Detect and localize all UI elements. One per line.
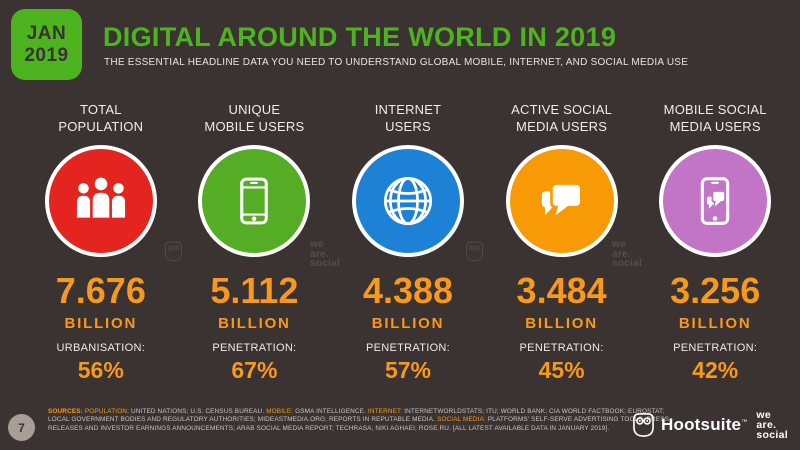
stat-label: ACTIVE SOCIAL MEDIA USERS <box>511 102 613 134</box>
people-icon <box>76 177 125 218</box>
phone-chat-icon <box>700 177 730 225</box>
metric-label: URBANISATION: <box>56 342 146 354</box>
stat-column-total-population: TOTAL POPULATION 7.676 BILLION URBA <box>24 102 178 384</box>
smartphone-icon <box>240 177 269 225</box>
sources-note: SOURCES: POPULATION: UNITED NATIONS; U.S… <box>48 408 670 433</box>
stat-label: MOBILE SOCIAL MEDIA USERS <box>663 102 767 134</box>
chat-bubbles-icon <box>541 182 583 219</box>
metric-label: PENETRATION: <box>365 342 451 354</box>
mobile-users-circle <box>198 145 311 257</box>
stat-column-active-social-media-users: ACTIVE SOCIAL MEDIA USERS <box>485 102 639 384</box>
date-month: JAN <box>26 22 67 44</box>
stat-value: 3.256 <box>670 270 761 311</box>
globe-icon <box>383 176 432 226</box>
metric-label: PENETRATION: <box>673 342 758 354</box>
stat-unit: BILLION <box>371 315 445 332</box>
stat-value: 5.112 <box>210 270 299 311</box>
hootsuite-wordmark: Hootsuite™ <box>661 415 748 434</box>
stat-column-mobile-social-media-users: MOBILE SOCIAL MEDIA USERS <box>638 102 792 384</box>
stats-row: TOTAL POPULATION 7.676 BILLION URBA <box>24 102 792 384</box>
stat-column-internet-users: INTERNET USERS 4.388 BILLION PENETR <box>331 102 485 384</box>
stat-value: 7.676 <box>55 270 146 311</box>
hootsuite-logo: Hootsuite™ <box>631 411 747 439</box>
metric-value: 42% <box>692 357 739 383</box>
metric-label: PENETRATION: <box>519 342 604 354</box>
population-circle <box>44 145 157 257</box>
stat-label: UNIQUE MOBILE USERS <box>204 102 305 134</box>
hootsuite-owl-watermark <box>465 241 484 262</box>
hootsuite-owl-icon <box>633 413 654 437</box>
stat-label: INTERNET USERS <box>374 102 442 134</box>
stat-column-unique-mobile-users: UNIQUE MOBILE USERS 5.112 BILLION PENETR… <box>178 102 332 384</box>
metric-label: PENETRATION: <box>212 342 297 354</box>
social-media-circle <box>505 145 618 257</box>
we-are-social-watermark: we are. social <box>612 239 643 269</box>
page-number: 7 <box>18 420 25 435</box>
sources-line-1: SOURCES: POPULATION: UNITED NATIONS; U.S… <box>48 408 665 415</box>
page-number-badge: 7 <box>8 414 35 441</box>
date-badge: JAN 2019 <box>11 9 82 80</box>
metric-value: 67% <box>231 357 278 383</box>
we-are-social-logo: we are. social <box>756 409 788 441</box>
hootsuite-owl-watermark <box>164 241 183 262</box>
stat-label: TOTAL POPULATION <box>58 102 144 134</box>
internet-users-circle <box>351 145 464 257</box>
sources-line-3: RELEASES AND INVESTOR EARNINGS ANNOUNCEM… <box>48 424 610 432</box>
stat-value: 4.388 <box>362 270 454 311</box>
page-title: DIGITAL AROUND THE WORLD IN 2019 <box>103 22 617 52</box>
brand-logos: Hootsuite™ we are. social <box>631 406 788 444</box>
page-subtitle: THE ESSENTIAL HEADLINE DATA YOU NEED TO … <box>104 57 689 68</box>
metric-value: 45% <box>538 357 585 383</box>
stat-value: 3.484 <box>516 270 607 311</box>
stat-unit: BILLION <box>218 315 291 332</box>
we-are-social-watermark: we are. social <box>310 239 341 269</box>
stat-unit: BILLION <box>64 315 138 332</box>
sources-line-2: LOCAL GOVERNMENT BODIES AND REGULATORY A… <box>48 416 670 424</box>
mobile-social-circle <box>659 145 772 257</box>
metric-value: 56% <box>77 357 124 383</box>
metric-value: 57% <box>384 357 432 383</box>
stat-unit: BILLION <box>678 315 752 332</box>
stat-unit: BILLION <box>525 315 598 332</box>
date-year: 2019 <box>24 44 69 66</box>
